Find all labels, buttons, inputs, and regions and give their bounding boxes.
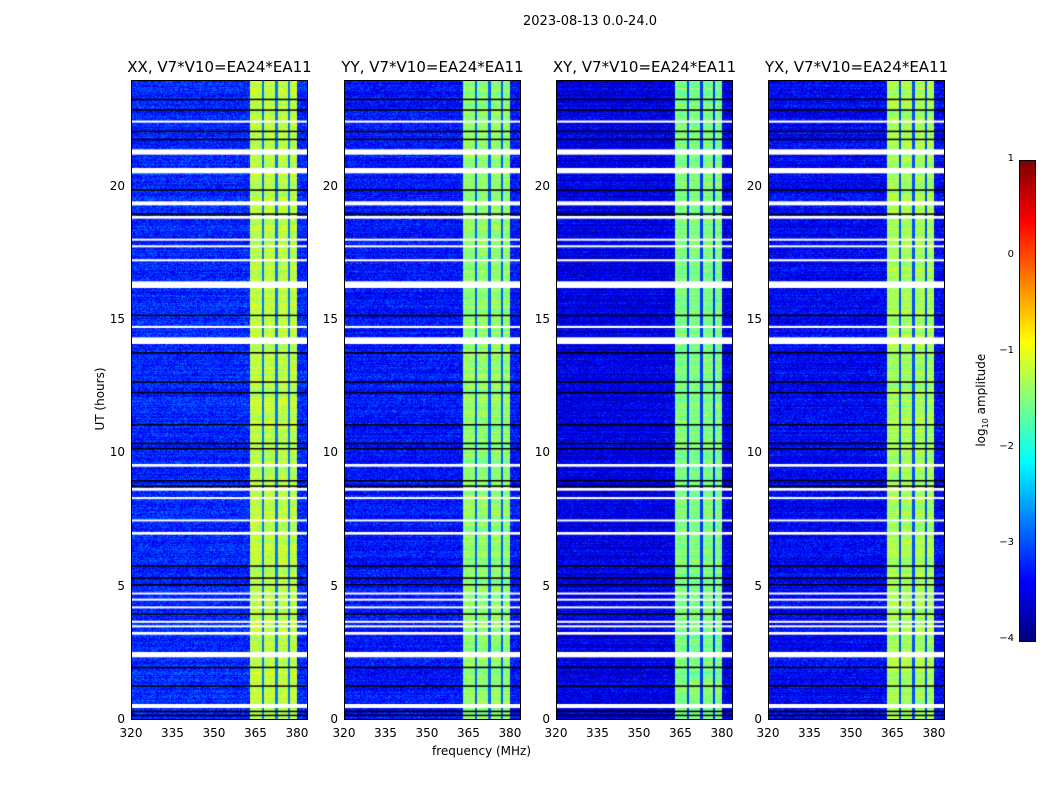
- panel-title: XY, V7*V10=EA24*EA11: [552, 58, 737, 76]
- y-tick-label: 15: [322, 312, 338, 326]
- y-axis-label: UT (hours): [93, 367, 107, 431]
- colorbar: [1019, 160, 1036, 642]
- y-tick-label: 0: [542, 712, 550, 726]
- y-tick-label: 5: [330, 578, 338, 593]
- x-axis-label: frequency (MHz): [432, 744, 532, 758]
- heatmap-yy: [344, 80, 521, 720]
- y-tick-label: 5: [117, 578, 125, 593]
- panel-xy: XY, V7*V10=EA24*EA11 320 335 350 365 380 0 5 10…: [535, 58, 736, 740]
- panel-title: YX, V7*V10=EA24*EA11: [764, 58, 949, 76]
- panel-title: YY, V7*V10=EA24*EA11: [341, 58, 524, 76]
- heatmap-yx: [768, 80, 945, 720]
- y-tick-label: 10: [534, 445, 550, 460]
- colorbar-tick-label: −1: [999, 345, 1014, 356]
- x-tick-label: 350: [202, 726, 226, 740]
- heatmap-xx: [131, 80, 308, 720]
- x-tick-label: 320: [332, 726, 356, 740]
- colorbar-tick-label: −3: [999, 537, 1014, 548]
- y-tick-label: 15: [746, 312, 762, 326]
- x-tick-label: 380: [710, 726, 734, 740]
- y-tick-label: 5: [542, 578, 550, 593]
- y-tick-label: 0: [330, 712, 338, 726]
- x-tick-label: 380: [285, 726, 309, 740]
- x-tick-label: 320: [756, 726, 780, 740]
- x-tick-label: 380: [922, 726, 946, 740]
- y-tick-label: 20: [534, 178, 550, 193]
- x-tick-label: 335: [161, 726, 184, 740]
- heatmap-xy: [556, 80, 733, 720]
- y-tick-label: 10: [746, 445, 762, 460]
- colorbar-tick-label: −2: [999, 441, 1014, 452]
- x-tick-label: 350: [627, 726, 651, 740]
- y-tick-label: 15: [109, 312, 125, 326]
- x-tick-label: 350: [415, 726, 439, 740]
- x-tick-label: 365: [881, 726, 904, 740]
- x-tick-label: 365: [457, 726, 480, 740]
- y-tick-label: 0: [117, 712, 125, 726]
- panel-title: XX, V7*V10=EA24*EA11: [127, 58, 312, 76]
- x-tick-label: 350: [839, 726, 863, 740]
- colorbar-tick-label: −4: [999, 633, 1014, 644]
- x-tick-label: 380: [498, 726, 522, 740]
- colorbar-tick-label: 1: [1007, 153, 1014, 164]
- y-tick-label: 15: [534, 312, 550, 326]
- y-tick-label: 20: [109, 178, 125, 193]
- x-tick-label: 365: [244, 726, 267, 740]
- y-tick-label: 10: [109, 445, 125, 460]
- x-tick-label: 335: [374, 726, 397, 740]
- panel-yy: YY, V7*V10=EA24*EA11 320 335 350 365 380 0 5 10…: [323, 58, 524, 740]
- panel-yx: YX, V7*V10=EA24*EA11 320 335 350 365 380 0 5 10…: [747, 58, 948, 740]
- x-tick-label: 320: [119, 726, 143, 740]
- panel-xx: XX, V7*V10=EA24*EA11 320 335 350 365 380 0 5 10…: [110, 58, 312, 740]
- y-tick-label: 5: [754, 578, 762, 593]
- figure-title: 2023-08-13 0.0-24.0: [523, 14, 657, 29]
- y-tick-label: 0: [754, 712, 762, 726]
- colorbar-gradient: [1020, 161, 1035, 641]
- x-tick-label: 320: [544, 726, 568, 740]
- y-tick-label: 20: [746, 178, 762, 193]
- colorbar-tick-label: 0: [1007, 249, 1014, 260]
- colorbar-label: log10 amplitude: [973, 353, 991, 447]
- x-tick-label: 335: [586, 726, 609, 740]
- y-tick-label: 20: [322, 178, 338, 193]
- x-tick-label: 335: [798, 726, 821, 740]
- y-tick-label: 10: [322, 445, 338, 460]
- x-tick-label: 365: [669, 726, 692, 740]
